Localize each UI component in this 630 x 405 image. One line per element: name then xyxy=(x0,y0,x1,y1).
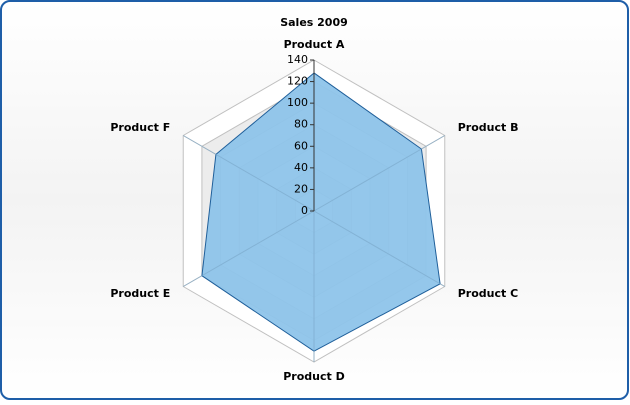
category-label: Product E xyxy=(110,287,170,300)
axis-spoke xyxy=(313,135,446,212)
y-tick-label: 140 xyxy=(287,53,308,66)
axis-spoke xyxy=(182,210,315,287)
y-tick-label: 120 xyxy=(287,75,308,88)
axis-spoke xyxy=(313,210,446,287)
y-tick-label: 20 xyxy=(294,182,308,195)
category-label: Product D xyxy=(283,370,345,383)
category-label: Product C xyxy=(458,287,518,300)
y-tick-label: 0 xyxy=(301,204,308,217)
category-label: Product B xyxy=(458,121,519,134)
chart-title: Sales 2009 xyxy=(280,16,348,29)
category-label: Product F xyxy=(110,121,170,134)
y-tick-label: 100 xyxy=(287,96,308,109)
category-label: Product A xyxy=(284,38,345,51)
axis-spoke xyxy=(182,135,315,212)
plot: 0 20 40 60 80 100 120 140 Product A Product B Prod… xyxy=(110,38,518,383)
y-tick-label: 80 xyxy=(294,118,308,131)
y-tick-label: 40 xyxy=(294,161,308,174)
y-tick-label: 60 xyxy=(294,139,308,152)
